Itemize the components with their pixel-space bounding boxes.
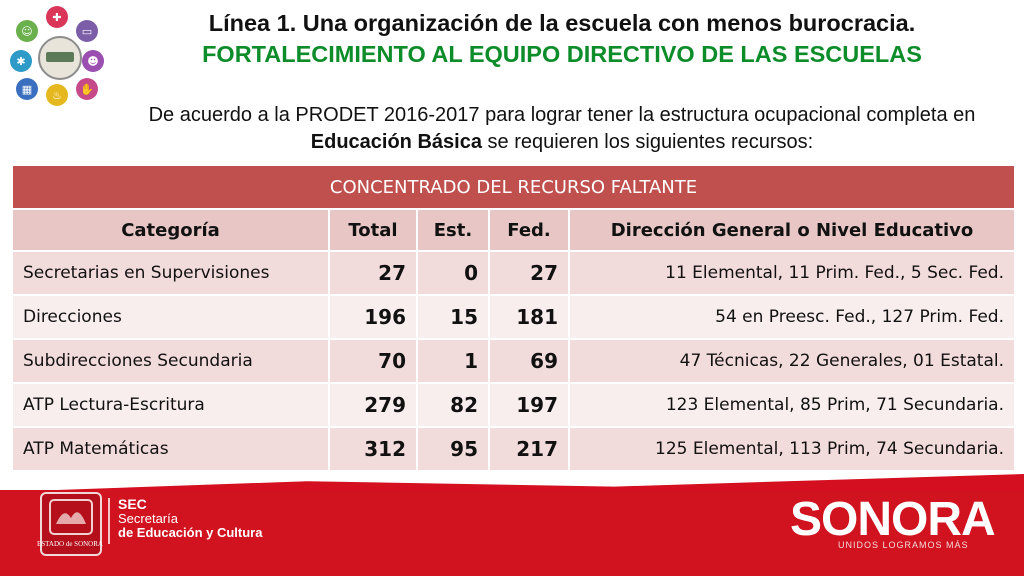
sec-abbr: SEC bbox=[118, 496, 147, 512]
apple-icon: ✚ bbox=[46, 6, 68, 28]
gear-icon: ✱ bbox=[10, 50, 32, 72]
cell-est: 15 bbox=[416, 294, 490, 340]
page-subtitle: FORTALECIMIENTO AL EQUIPO DIRECTIVO DE L… bbox=[202, 41, 922, 67]
emblem-caption: ESTADO de SONORA bbox=[37, 540, 103, 548]
cell-total: 196 bbox=[328, 294, 418, 340]
table-row: Direcciones 196 15 181 54 en Preesc. Fed… bbox=[11, 294, 1016, 340]
intro-text: De acuerdo a la PRODET 2016-2017 para lo… bbox=[108, 102, 1016, 156]
table-row: Secretarias en Supervisiones 27 0 27 11 … bbox=[11, 250, 1016, 296]
column-header-est: Est. bbox=[416, 208, 490, 252]
intro-part2: se requieren los siguientes recursos: bbox=[481, 131, 814, 153]
cell-direccion: 123 Elemental, 85 Prim, 71 Secundaria. bbox=[568, 382, 1016, 428]
cell-total: 70 bbox=[328, 338, 418, 384]
table-row: ATP Matemáticas 312 95 217 125 Elemental… bbox=[11, 426, 1016, 472]
cell-est: 95 bbox=[416, 426, 490, 472]
cell-fed: 27 bbox=[488, 250, 570, 296]
cell-est: 1 bbox=[416, 338, 490, 384]
sec-name: Secretaría de Educación y Cultura bbox=[118, 512, 262, 540]
column-header-total: Total bbox=[328, 208, 418, 252]
calendar-icon: ▦ bbox=[16, 78, 38, 100]
intro-bold: Educación Básica bbox=[310, 131, 482, 153]
cell-direccion: 47 Técnicas, 22 Generales, 01 Estatal. bbox=[568, 338, 1016, 384]
cell-fed: 69 bbox=[488, 338, 570, 384]
cell-direccion: 11 Elemental, 11 Prim. Fed., 5 Sec. Fed. bbox=[568, 250, 1016, 296]
table-title: CONCENTRADO DEL RECURSO FALTANTE bbox=[11, 164, 1016, 210]
cell-total: 27 bbox=[328, 250, 418, 296]
sonora-slogan: UNIDOS LOGRAMOS MÁS bbox=[838, 540, 969, 550]
cell-categoria: ATP Lectura-Escritura bbox=[11, 382, 330, 428]
people-icon: ☻ bbox=[82, 50, 104, 72]
program-logo: ✚ ☺ ▭ ✱ ☻ ▦ ♨ ✋ bbox=[10, 6, 105, 106]
cell-direccion: 125 Elemental, 113 Prim, 74 Secundaria. bbox=[568, 426, 1016, 472]
monitor-icon: ▭ bbox=[76, 20, 98, 42]
bell-icon: ♨ bbox=[46, 84, 68, 106]
cell-direccion: 54 en Preesc. Fed., 127 Prim. Fed. bbox=[568, 294, 1016, 340]
resource-table: CONCENTRADO DEL RECURSO FALTANTE Categor… bbox=[11, 164, 1016, 472]
column-header-categoria: Categoría bbox=[11, 208, 330, 252]
cell-fed: 197 bbox=[488, 382, 570, 428]
cell-categoria: Secretarias en Supervisiones bbox=[11, 250, 330, 296]
cell-fed: 217 bbox=[488, 426, 570, 472]
school-icon bbox=[38, 36, 82, 80]
cell-fed: 181 bbox=[488, 294, 570, 340]
sec-line2: de Educación y Cultura bbox=[118, 525, 263, 540]
cell-total: 279 bbox=[328, 382, 418, 428]
cell-categoria: Subdirecciones Secundaria bbox=[11, 338, 330, 384]
cell-est: 0 bbox=[416, 250, 490, 296]
footer-bar bbox=[0, 490, 1024, 576]
footer-divider bbox=[108, 498, 110, 544]
sonora-logo: SONORA bbox=[790, 493, 996, 546]
cell-categoria: ATP Matemáticas bbox=[11, 426, 330, 472]
state-emblem-icon bbox=[40, 492, 102, 556]
table-row: ATP Lectura-Escritura 279 82 197 123 Ele… bbox=[11, 382, 1016, 428]
handshake-icon: ✋ bbox=[76, 78, 98, 100]
intro-part1: De acuerdo a la PRODET 2016-2017 para lo… bbox=[148, 104, 976, 126]
cell-total: 312 bbox=[328, 426, 418, 472]
page-title: Línea 1. Una organización de la escuela … bbox=[208, 10, 916, 36]
column-header-fed: Fed. bbox=[488, 208, 570, 252]
table-row: Subdirecciones Secundaria 70 1 69 47 Téc… bbox=[11, 338, 1016, 384]
cell-est: 82 bbox=[416, 382, 490, 428]
users-icon: ☺ bbox=[16, 20, 38, 42]
column-header-direccion: Dirección General o Nivel Educativo bbox=[568, 208, 1016, 252]
sec-line1: Secretaría bbox=[118, 511, 178, 526]
cell-categoria: Direcciones bbox=[11, 294, 330, 340]
